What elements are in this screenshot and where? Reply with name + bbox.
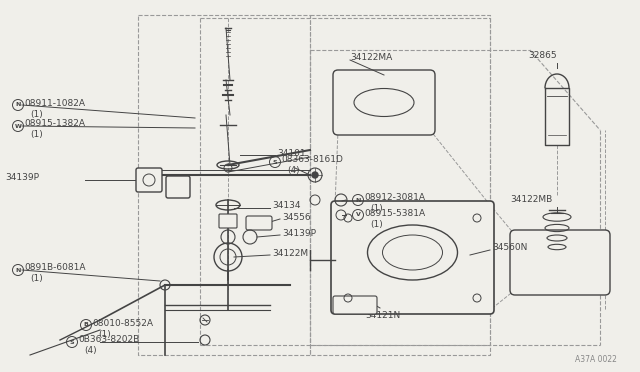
Text: (1): (1) (30, 275, 43, 283)
Text: B: B (84, 323, 88, 327)
Text: S: S (70, 340, 74, 344)
Text: N: N (15, 267, 20, 273)
FancyBboxPatch shape (331, 201, 494, 314)
Text: 08911-1082A: 08911-1082A (24, 99, 85, 108)
Text: 08915-5381A: 08915-5381A (364, 208, 425, 218)
FancyBboxPatch shape (510, 230, 610, 295)
Text: 0B363-8202B: 0B363-8202B (78, 336, 140, 344)
Text: 08010-8552A: 08010-8552A (92, 318, 153, 327)
FancyBboxPatch shape (333, 70, 435, 135)
Text: 34556: 34556 (282, 212, 310, 221)
FancyBboxPatch shape (333, 296, 377, 314)
Text: 32865: 32865 (528, 51, 557, 60)
Text: 34122MB: 34122MB (510, 196, 552, 205)
FancyBboxPatch shape (136, 168, 162, 192)
Text: (1): (1) (30, 109, 43, 119)
FancyBboxPatch shape (246, 216, 272, 230)
Text: 0891B-6081A: 0891B-6081A (24, 263, 86, 273)
Text: (1): (1) (370, 205, 383, 214)
Text: S: S (273, 160, 277, 164)
Text: (4): (4) (84, 346, 97, 356)
FancyBboxPatch shape (219, 214, 237, 228)
Text: 34121N: 34121N (365, 311, 400, 321)
Text: (4): (4) (287, 167, 300, 176)
Text: N: N (355, 198, 361, 202)
Text: 34122MA: 34122MA (350, 52, 392, 61)
Text: 08912-3081A: 08912-3081A (364, 193, 425, 202)
Text: 08363-8161D: 08363-8161D (281, 155, 343, 164)
Text: (1): (1) (98, 330, 111, 339)
FancyBboxPatch shape (166, 176, 190, 198)
Text: 08915-1382A: 08915-1382A (24, 119, 85, 128)
Text: A37A 0022: A37A 0022 (575, 356, 617, 365)
Text: 34560N: 34560N (492, 244, 527, 253)
Circle shape (312, 172, 318, 178)
Text: (1): (1) (30, 131, 43, 140)
Text: W: W (15, 124, 21, 128)
Text: 34139P: 34139P (5, 173, 39, 183)
Text: N: N (15, 103, 20, 108)
Text: V: V (356, 212, 360, 218)
Text: 34101: 34101 (277, 148, 306, 157)
Text: 34139P: 34139P (282, 228, 316, 237)
Text: (1): (1) (370, 219, 383, 228)
Text: 34122M: 34122M (272, 248, 308, 257)
Text: 34134: 34134 (272, 202, 301, 211)
